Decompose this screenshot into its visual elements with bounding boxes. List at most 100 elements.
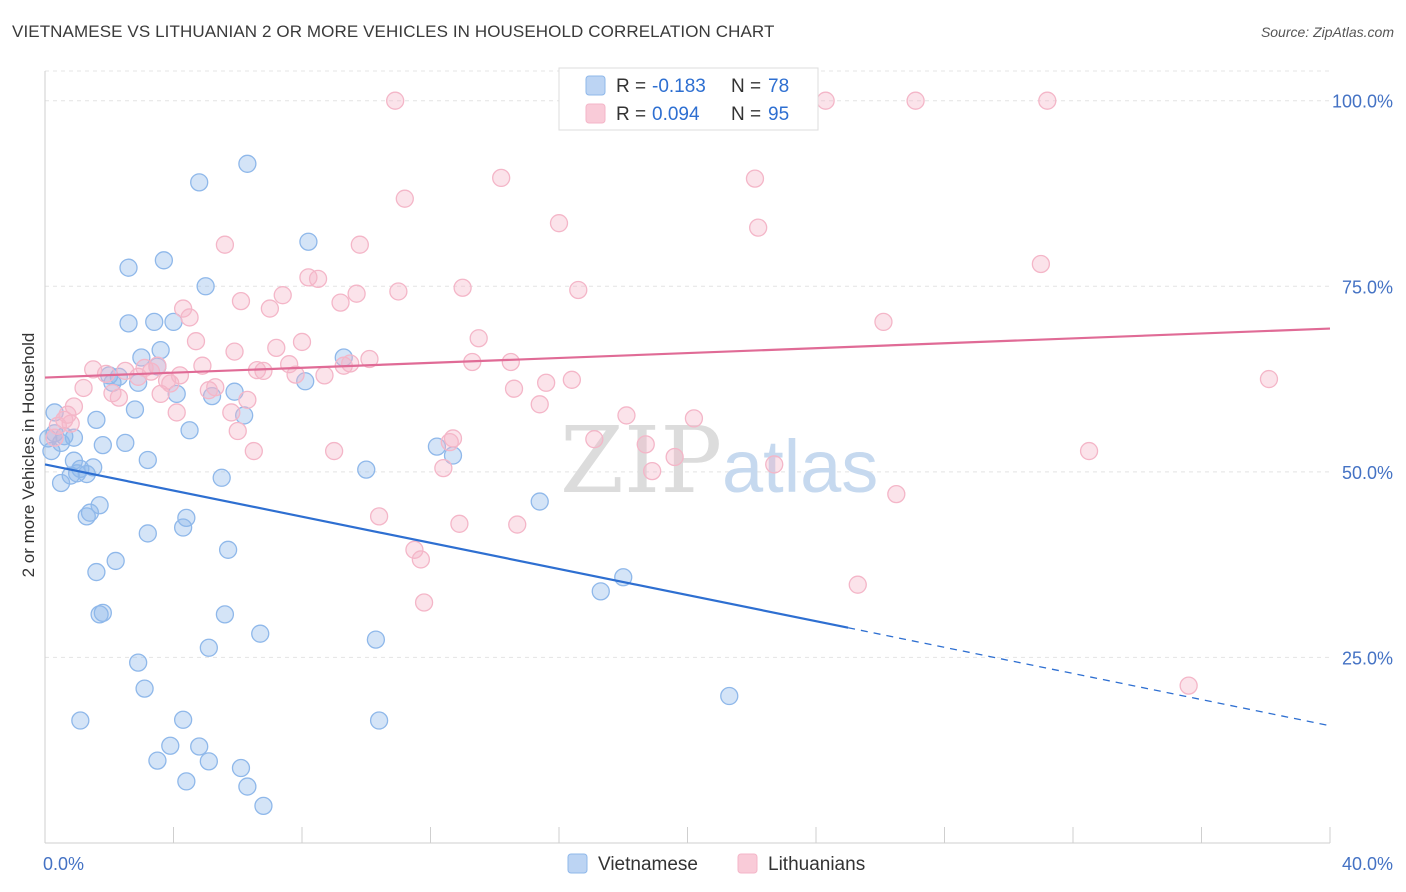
lithuanians-point-27	[231, 291, 251, 311]
x-tick-label-0: 0.0%	[43, 854, 84, 874]
legend-box: R = -0.183 N = 78 R = 0.094 N = 95	[558, 67, 819, 131]
lithuanians-point-52	[414, 593, 434, 612]
vietnamese-point-26	[167, 384, 186, 404]
lithuanians-point-50	[405, 540, 424, 559]
lithuanians-point-44	[347, 284, 366, 303]
vietnamese-point-73	[591, 582, 610, 601]
legend-swatch-lithuanians	[585, 103, 606, 124]
lithuanians-point-32	[260, 299, 280, 318]
vietnamese-point-40	[106, 551, 125, 571]
lithuanians-point-61	[508, 515, 527, 534]
vietnamese-point-38	[80, 503, 100, 522]
vietnamese-point-56	[199, 752, 218, 771]
vietnamese-point-48	[251, 624, 270, 643]
lithuanians-point-25	[215, 235, 235, 254]
trend-lines	[44, 327, 1331, 727]
grid-lines	[45, 70, 1330, 658]
lithuanians-point-40	[315, 366, 334, 385]
vietnamese-point-18	[119, 314, 138, 333]
lithuanians-point-91	[222, 403, 241, 422]
lithuanians-point-87	[386, 91, 405, 110]
lithuanians-point-59	[492, 168, 511, 188]
chart-title: VIETNAMESE VS LITHUANIAN 2 OR MORE VEHIC…	[12, 22, 775, 41]
lithuanians-point-94	[161, 374, 180, 393]
lithuanians-point-42	[331, 293, 350, 312]
y-tick-label-1: 50.0%	[1342, 463, 1393, 483]
lithuanians-point-58	[469, 329, 488, 348]
legend-n-value-2: 95	[768, 104, 789, 125]
lithuanians-point-46	[360, 349, 379, 369]
vietnamese-point-50	[135, 679, 154, 698]
y-tick-label-0: 25.0%	[1342, 648, 1393, 668]
lithuanians-point-63	[537, 373, 556, 392]
x-tick-label-1: 40.0%	[1342, 854, 1393, 874]
vietnamese-point-65	[296, 372, 315, 391]
lithuanians-point-66	[569, 280, 588, 300]
lithuanians-point-75	[745, 169, 765, 188]
vietnamese-point-19	[125, 400, 145, 419]
legend-r-label-2: R =	[616, 104, 646, 125]
lithuanians-point-71	[643, 461, 662, 481]
data-points	[39, 91, 1279, 816]
bottom-legend: Vietnamese Lithuanians	[567, 853, 865, 875]
legend-n-label-1: N =	[731, 76, 761, 97]
lithuanians-point-92	[440, 433, 459, 452]
vietnamese-point-39	[90, 496, 109, 515]
vietnamese-point-22	[145, 312, 164, 332]
lithuanians-point-93	[501, 352, 520, 372]
lithuanians-point-18	[167, 403, 186, 422]
lithuanians-point-47	[369, 507, 389, 526]
vietnamese-point-60	[254, 796, 273, 816]
lithuanians-point-78	[848, 575, 867, 594]
lithuanians-point-20	[180, 308, 199, 327]
lithuanians-point-31	[254, 361, 273, 381]
lithuanians-point-53	[434, 458, 453, 478]
bottom-legend-swatch-lithuanians	[737, 853, 758, 874]
vietnamese-point-28	[180, 421, 199, 440]
lithuanians-point-28	[238, 390, 257, 409]
lithuanians-point-51	[411, 550, 431, 569]
vietnamese-point-34	[225, 382, 244, 401]
vietnamese-point-72	[530, 492, 549, 511]
lithuanians-point-79	[874, 312, 893, 332]
lithuanians-point-89	[228, 421, 247, 441]
lithuanians-point-6	[74, 378, 93, 398]
y-tick-labels: 25.0% 50.0% 75.0% 100.0%	[1332, 92, 1393, 669]
vietnamese-point-36	[238, 154, 257, 173]
lithuanians-point-70	[636, 435, 655, 454]
vietnamese-point-32	[212, 468, 231, 487]
bottom-legend-vietnamese: Vietnamese	[598, 854, 698, 875]
lithuanians-point-37	[292, 332, 312, 352]
vietnamese-point-27	[177, 508, 196, 528]
lithuanians-point-36	[286, 365, 305, 384]
vietnamese-point-68	[366, 630, 386, 649]
vietnamese-point-59	[238, 777, 257, 796]
lithuanians-point-45	[350, 235, 369, 254]
lithuanians-point-72	[665, 447, 684, 467]
lithuanians-point-26	[225, 342, 244, 361]
vietnamese-point-53	[161, 736, 180, 755]
watermark: ZIP atlas	[560, 407, 878, 514]
vietnamese-point-47	[199, 638, 218, 657]
vietnamese-point-33	[218, 540, 238, 559]
vietnamese-point-69	[369, 711, 389, 730]
lithuanians-point-65	[562, 370, 581, 389]
vietnamese-point-75	[720, 686, 739, 706]
x-tick-labels: 0.0% 40.0%	[43, 854, 1393, 874]
vietnamese-point-52	[173, 710, 193, 729]
vietnamese-point-21	[138, 450, 157, 470]
vietnamese-point-55	[148, 751, 167, 770]
vietnamese-point-13	[93, 435, 112, 455]
lithuanians-trend-line	[44, 327, 1331, 379]
source-label: Source: ZipAtlas.com	[1260, 24, 1394, 40]
lithuanians-point-62	[530, 395, 549, 414]
vietnamese-point-57	[177, 772, 196, 791]
vietnamese-point-51	[71, 711, 90, 730]
bottom-legend-swatch-vietnamese	[567, 853, 588, 874]
lithuanians-point-8	[96, 364, 116, 384]
y-tick-label-2: 75.0%	[1342, 277, 1393, 297]
y-tick-label-3: 100.0%	[1332, 92, 1393, 112]
lithuanians-point-69	[617, 406, 636, 425]
lithuanians-point-48	[389, 282, 408, 301]
